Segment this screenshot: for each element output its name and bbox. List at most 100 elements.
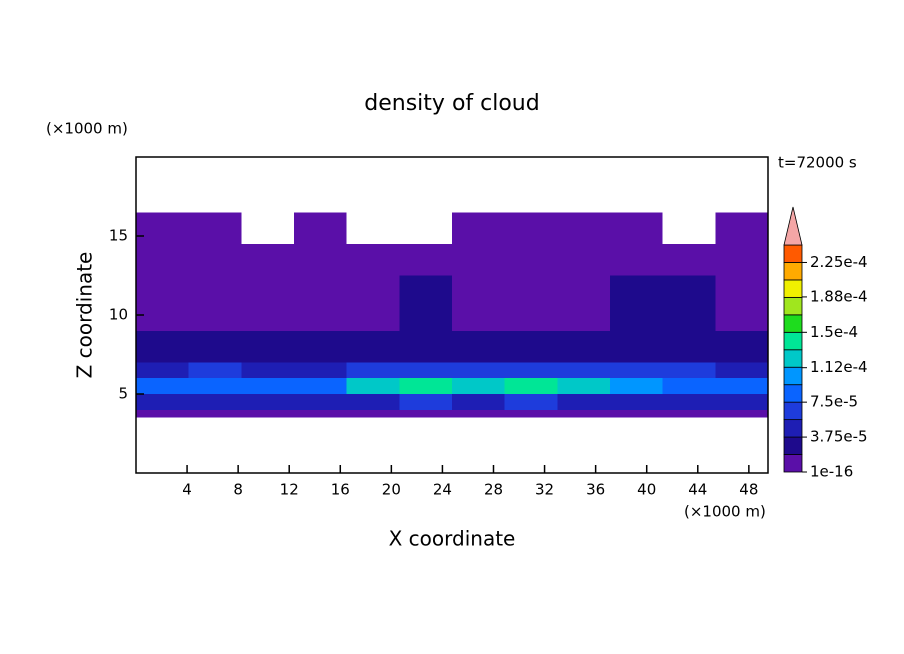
cell	[241, 275, 294, 331]
cell	[610, 275, 663, 331]
colorbar-swatch	[783, 244, 803, 263]
cell	[346, 409, 400, 418]
cell	[346, 243, 400, 276]
cell	[557, 394, 610, 410]
cell	[662, 275, 716, 331]
cell	[294, 275, 347, 331]
cell	[610, 243, 663, 276]
cell	[399, 394, 452, 410]
cell	[346, 378, 400, 394]
colorbar-swatch	[783, 331, 803, 351]
cell	[662, 362, 716, 379]
x-axis-title: X coordinate	[389, 527, 516, 551]
colorbar-label: 1e-16	[810, 463, 853, 481]
cell	[452, 378, 505, 394]
cell	[241, 330, 294, 363]
x-tick-label: 4	[182, 481, 192, 499]
cell	[294, 409, 347, 418]
cell	[452, 275, 505, 331]
x-tick-label: 40	[637, 481, 656, 499]
colorbar-label: 7.5e-5	[810, 393, 858, 411]
cell	[504, 275, 558, 331]
cell	[399, 362, 452, 379]
cell	[136, 275, 189, 331]
cell	[610, 409, 663, 418]
cell	[136, 378, 189, 394]
cell	[557, 330, 610, 363]
cell	[188, 275, 242, 331]
cell	[557, 275, 610, 331]
colorbar-swatch	[783, 296, 803, 316]
cell	[188, 212, 242, 244]
cell	[452, 394, 505, 410]
colorbar-swatch	[783, 401, 803, 421]
cell	[188, 330, 242, 363]
cell	[399, 378, 452, 394]
cell	[294, 394, 347, 410]
x-tick-label: 44	[688, 481, 707, 499]
x-tick-label: 16	[331, 481, 350, 499]
cell	[662, 409, 716, 418]
cell	[610, 362, 663, 379]
cell	[610, 394, 663, 410]
cell	[346, 394, 400, 410]
cell	[557, 362, 610, 379]
cell	[557, 409, 610, 418]
cell	[504, 362, 558, 379]
cell	[715, 362, 768, 379]
cell	[241, 378, 294, 394]
cell	[241, 409, 294, 418]
x-tick-label: 48	[739, 481, 758, 499]
cell	[557, 378, 610, 394]
cell	[715, 409, 768, 418]
cell	[294, 330, 347, 363]
cell	[504, 394, 558, 410]
cell	[504, 378, 558, 394]
colorbar-swatch	[783, 279, 803, 298]
cell	[399, 275, 452, 331]
colorbar-over	[783, 206, 803, 246]
cell	[241, 243, 294, 276]
cell	[504, 212, 558, 244]
cell	[136, 212, 189, 244]
cell	[188, 378, 242, 394]
cell	[715, 243, 768, 276]
colorbar-swatch	[783, 349, 803, 368]
colorbar-label: 1.5e-4	[810, 323, 858, 341]
cell	[610, 330, 663, 363]
heatmap	[136, 212, 768, 418]
cell	[346, 330, 400, 363]
cell	[188, 243, 242, 276]
chart-title: density of cloud	[364, 91, 539, 116]
colorbar-swatch	[783, 419, 803, 438]
subtitle: t=72000 s	[778, 154, 857, 172]
colorbar-swatch	[783, 384, 803, 403]
cell	[188, 362, 242, 379]
cell	[557, 243, 610, 276]
cell	[662, 243, 716, 276]
cell	[715, 275, 768, 331]
x-tick-label: 20	[382, 481, 401, 499]
cell	[557, 212, 610, 244]
cell	[452, 243, 505, 276]
colorbar-label: 1.88e-4	[810, 287, 868, 305]
colorbar-swatch	[783, 262, 803, 281]
cell	[504, 330, 558, 363]
x-tick-label: 28	[484, 481, 503, 499]
cell	[504, 243, 558, 276]
colorbar-swatch	[783, 436, 803, 455]
cell	[715, 378, 768, 394]
cell	[294, 362, 347, 379]
cell	[662, 378, 716, 394]
colorbar-swatch	[783, 314, 803, 333]
cell	[399, 330, 452, 363]
x-tick-label: 8	[233, 481, 243, 499]
cell	[399, 409, 452, 418]
y-tick-label: 10	[109, 306, 128, 324]
cell	[662, 394, 716, 410]
cell	[136, 394, 189, 410]
cell	[452, 330, 505, 363]
cell	[452, 362, 505, 379]
cell	[188, 394, 242, 410]
